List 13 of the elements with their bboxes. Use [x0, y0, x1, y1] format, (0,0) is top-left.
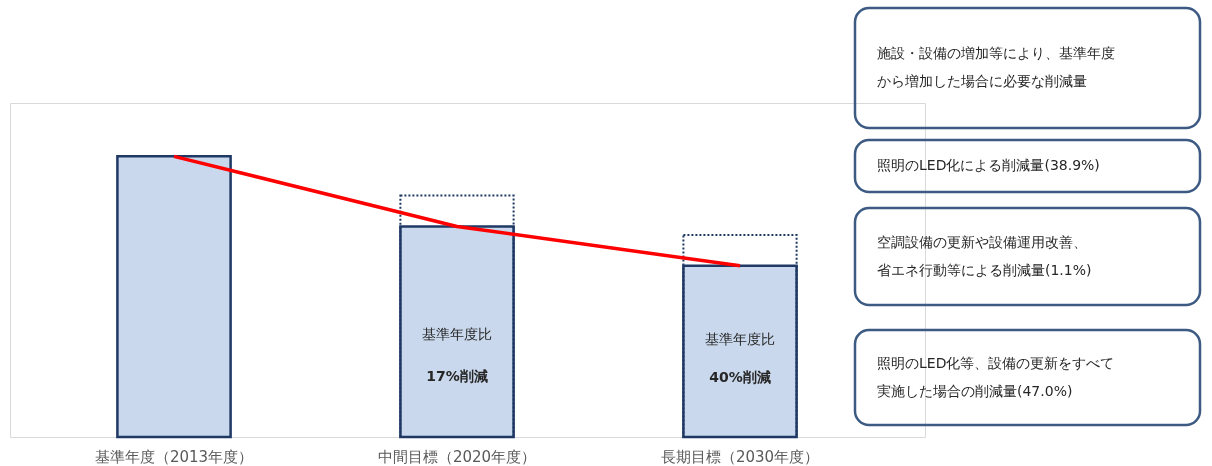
- x-tick-label: 長期目標（2030年度）: [660, 448, 820, 466]
- annotation: 40%削減: [709, 369, 771, 385]
- annotation: 基準年度比: [705, 331, 775, 347]
- annotation: 17%削減: [426, 368, 488, 384]
- annotation: 空調設備の更新や設備運用改善、省エネ行動等による削減量(1.1%): [877, 233, 1092, 278]
- annotation: 照明のLED化による削減量(38.9%): [877, 157, 1100, 173]
- annotation: 基準年度比: [422, 326, 492, 342]
- bar: [116, 155, 232, 439]
- text: 施設・設備の増加等により、基準年度から増加した場合に必要な削減量: [877, 45, 1115, 89]
- x-tick-label: 基準年度（2013年度）: [94, 448, 254, 466]
- x-tick-label: 中間目標（2020年度）: [377, 448, 537, 466]
- annotation: 照明のLED化等、設備の更新をすべて実施した場合の削減量(47.0%): [877, 354, 1115, 399]
- bar: [682, 233, 798, 438]
